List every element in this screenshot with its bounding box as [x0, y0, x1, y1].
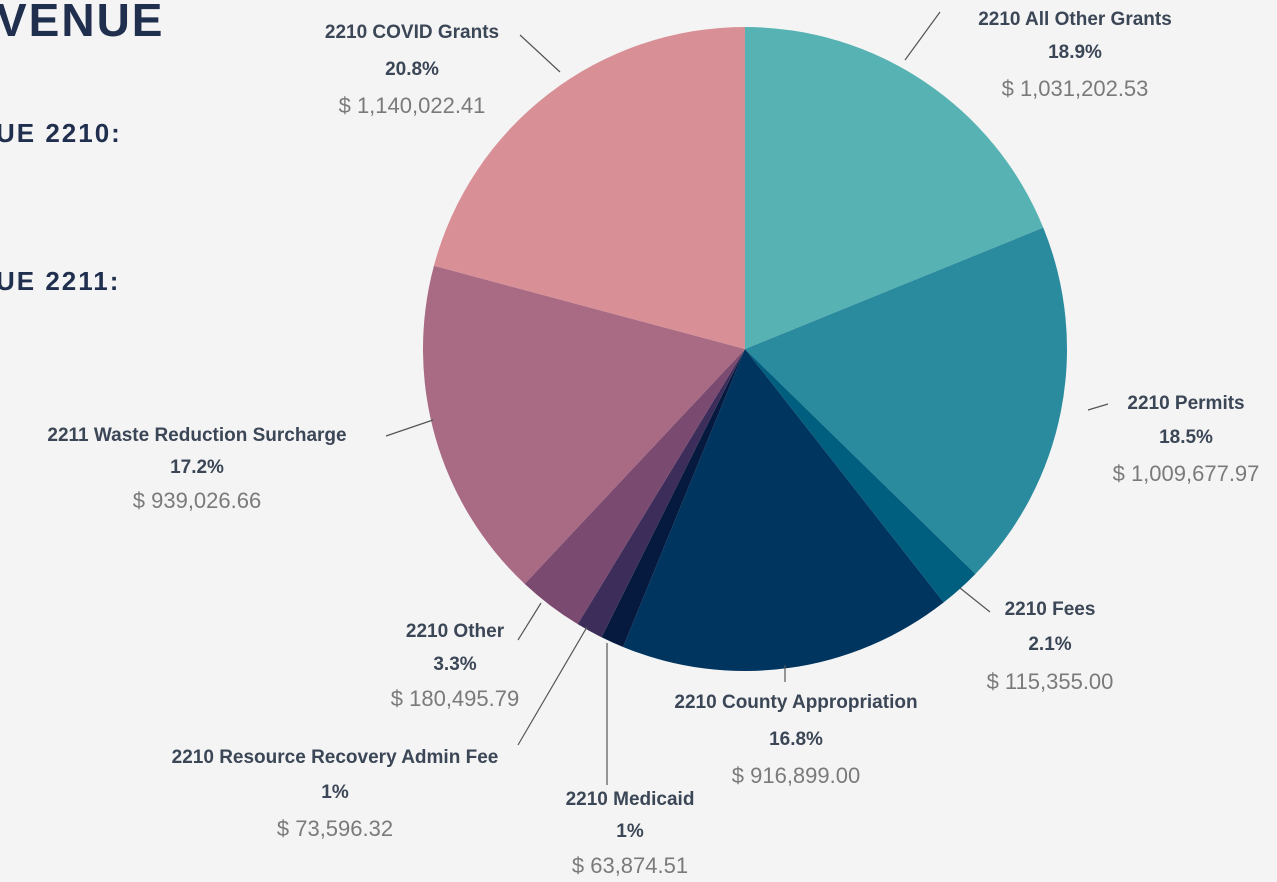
slice-amount: $ 1,031,202.53	[1002, 76, 1149, 101]
pie-slice	[745, 27, 1044, 349]
leader-line	[517, 626, 588, 746]
pie-slice	[524, 349, 745, 625]
leader-line	[959, 587, 991, 613]
slice-percentage: 3.3%	[433, 654, 476, 675]
leader-line	[904, 11, 941, 61]
slice-percentage: 17.2%	[170, 457, 224, 478]
slice-amount: $ 180,495.79	[391, 686, 519, 711]
pie-slice	[423, 265, 745, 584]
slice-percentage: 18.5%	[1159, 427, 1213, 448]
slice-percentage: 20.8%	[385, 59, 439, 80]
section-label: UE 2210:	[0, 118, 122, 148]
pie-slice	[601, 349, 745, 648]
section-label: UE 2211:	[0, 266, 120, 296]
slice-percentage: 2.1%	[1028, 634, 1071, 655]
slice-amount: $ 63,874.51	[572, 853, 688, 878]
slice-name: 2211 Waste Reduction Surcharge	[47, 425, 346, 446]
slice-percentage: 1%	[321, 782, 349, 803]
slice-percentage: 1%	[616, 821, 644, 842]
pie-slice	[623, 349, 944, 671]
leader-line	[1087, 403, 1109, 411]
slice-name: 2210 Fees	[1005, 599, 1096, 620]
slice-amount: $ 916,899.00	[732, 763, 860, 788]
leader-line	[519, 34, 561, 73]
slice-amount: $ 73,596.32	[277, 816, 393, 841]
slice-amount: $ 939,026.66	[133, 488, 261, 513]
leader-line	[385, 419, 434, 437]
slice-name: 2210 Permits	[1127, 393, 1244, 414]
slice-name: 2210 Other	[406, 621, 505, 642]
slice-name: 2210 All Other Grants	[978, 9, 1172, 30]
pie-slice	[433, 27, 745, 349]
slice-name: 2210 Medicaid	[566, 789, 695, 810]
pie-slice	[745, 227, 1067, 574]
slice-percentage: 16.8%	[769, 729, 823, 750]
slice-amount: $ 1,140,022.41	[339, 93, 486, 118]
heading: VENUE	[0, 0, 164, 46]
slice-name: 2210 County Appropriation	[674, 692, 917, 713]
slice-name: 2210 Resource Recovery Admin Fee	[172, 747, 499, 768]
slice-amount: $ 1,009,677.97	[1113, 461, 1260, 486]
pie-slice	[577, 349, 745, 638]
leader-line	[517, 602, 542, 641]
pie-slice	[745, 349, 976, 603]
slice-name: 2210 COVID Grants	[325, 22, 499, 43]
slice-amount: $ 115,355.00	[987, 669, 1114, 694]
slice-percentage: 18.9%	[1048, 42, 1102, 63]
